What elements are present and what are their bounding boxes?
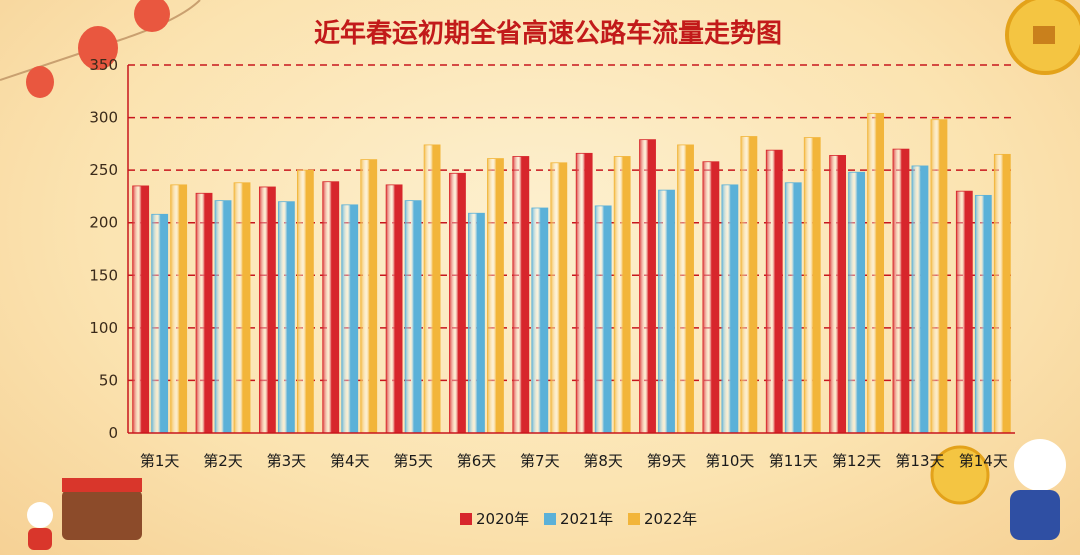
y-tick-label: 150 [89, 266, 118, 284]
legend-swatch [628, 513, 640, 525]
legend-label: 2020年 [476, 510, 529, 528]
y-tick-label: 0 [108, 424, 118, 442]
bar [132, 185, 150, 434]
bar [658, 189, 675, 434]
lantern-decoration [0, 0, 201, 98]
bar [677, 144, 694, 434]
legend-swatch [460, 513, 472, 525]
bar [784, 182, 802, 434]
bar [277, 201, 295, 434]
bar [512, 156, 530, 434]
bar [423, 144, 441, 434]
grid [128, 64, 1015, 382]
y-tick-label: 200 [89, 214, 118, 232]
bar [233, 182, 251, 434]
x-axis: 第1天 第2天 第3天 第4天 第5天 第6天 第7天 第8天 第9天 第10天 第11天 第12天第… [128, 432, 1015, 470]
legend-swatch [544, 513, 556, 525]
x-tick-label: 第10天 [705, 452, 754, 470]
bar [322, 181, 340, 434]
bar [892, 148, 910, 434]
bar [930, 119, 948, 434]
bar [740, 136, 758, 434]
bar [911, 165, 929, 434]
x-tick-label: 第11天 [769, 452, 818, 470]
bar [803, 137, 821, 434]
bar [848, 171, 866, 434]
bar [829, 155, 847, 434]
bar [974, 194, 992, 434]
bar [594, 205, 612, 434]
bar [468, 212, 485, 434]
x-tick-label: 第2天 [203, 452, 243, 470]
x-tick-label: 第6天 [457, 452, 497, 470]
bar [385, 184, 403, 434]
bar [296, 169, 314, 434]
bar [531, 207, 549, 434]
y-tick-label: 50 [99, 371, 118, 389]
bar [613, 156, 631, 434]
bar [550, 162, 568, 434]
bar [993, 153, 1011, 434]
bar [721, 184, 739, 434]
y-tick-label: 250 [89, 161, 118, 179]
chart-title: 近年春运初期全省高速公路车流量走势图 [314, 18, 782, 49]
bar [449, 172, 466, 434]
x-tick-label: 第13天 [895, 452, 944, 470]
bar [575, 152, 593, 434]
bar [955, 190, 973, 434]
legend: 2020年 2021年 2022年 [460, 510, 697, 528]
rabbit-drum-decoration [930, 439, 1066, 540]
bar [404, 200, 422, 434]
bar [765, 149, 783, 434]
bar [867, 112, 885, 434]
y-tick-label: 100 [89, 319, 118, 337]
legend-label: 2021年 [560, 510, 613, 528]
bar [258, 186, 276, 434]
x-tick-label: 第4天 [330, 452, 370, 470]
bar [702, 161, 720, 434]
legend-label: 2022年 [644, 510, 697, 528]
y-tick-label: 350 [89, 56, 118, 74]
bar [151, 213, 169, 434]
y-axis: 0 50 100 150 200 250 300 350 [89, 56, 129, 442]
x-tick-label: 第7天 [520, 452, 560, 470]
coin-decoration [1005, 0, 1080, 75]
bar [195, 192, 213, 434]
bar [214, 200, 232, 434]
x-tick-label: 第8天 [583, 452, 623, 470]
x-tick-label: 第14天 [959, 452, 1008, 470]
bar [487, 158, 504, 434]
x-tick-label: 第3天 [267, 452, 307, 470]
x-tick-label: 第12天 [832, 452, 881, 470]
x-tick-label: 第5天 [393, 452, 433, 470]
rabbit-stall-decoration [27, 478, 142, 550]
y-tick-label: 300 [89, 109, 118, 127]
x-tick-label: 第9天 [647, 452, 687, 470]
x-tick-label: 第1天 [140, 452, 180, 470]
bar [170, 184, 188, 434]
bar [360, 159, 378, 434]
bar [341, 204, 359, 434]
bar [639, 139, 656, 434]
bars [132, 112, 1011, 434]
